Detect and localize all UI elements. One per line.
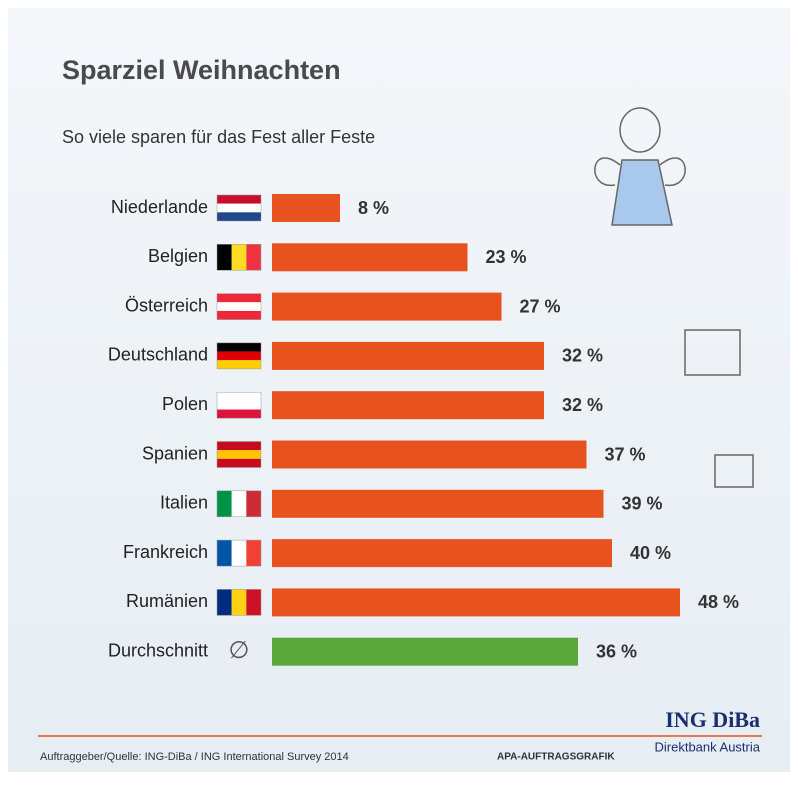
category-label: Durchschnitt: [108, 640, 208, 660]
bar: [272, 588, 680, 617]
flag-stripe: [231, 540, 247, 567]
bar: [272, 440, 587, 469]
category-label: Belgien: [148, 246, 208, 266]
bar: [272, 243, 468, 272]
flag-stripe: [217, 400, 261, 410]
value-label: 27 %: [520, 296, 561, 316]
value-label: 40 %: [630, 543, 671, 563]
bar: [272, 539, 612, 568]
flag-stripe: [231, 244, 247, 271]
flag-stripe: [217, 212, 261, 221]
flag-stripe: [217, 244, 232, 271]
category-label: Rumänien: [126, 591, 208, 611]
chart-title: Sparziel Weihnachten: [62, 55, 341, 85]
flag-stripe: [217, 302, 261, 311]
value-label: 48 %: [698, 592, 739, 612]
flag-stripe: [217, 490, 232, 517]
flag-border: [216, 441, 262, 468]
bar: [272, 292, 502, 321]
category-label: Österreich: [125, 295, 208, 315]
category-label: Polen: [162, 394, 208, 414]
brand-subtitle: Direktbank Austria: [655, 739, 761, 754]
category-label: Niederlande: [111, 197, 208, 217]
flag-stripe: [217, 540, 232, 567]
value-label: 8 %: [358, 198, 389, 218]
value-label: 37 %: [605, 444, 646, 464]
flag-stripe: [217, 441, 261, 451]
category-label: Deutschland: [108, 345, 208, 365]
flag-stripe: [217, 293, 261, 303]
flag-stripe: [246, 490, 261, 517]
flag-stripe: [246, 589, 261, 616]
value-label: 32 %: [562, 395, 603, 415]
value-label: 39 %: [622, 494, 663, 514]
flag-border: [216, 589, 262, 616]
flag-border: [216, 539, 262, 567]
value-label: 23 %: [486, 247, 527, 267]
flag-stripe: [217, 392, 261, 401]
bar: [272, 637, 578, 666]
value-label: 32 %: [562, 346, 603, 366]
flag-stripe: [246, 244, 261, 271]
value-label: 36 %: [596, 641, 637, 661]
flag-stripe: [217, 589, 232, 616]
flag-border: [216, 391, 262, 419]
flag-stripe: [217, 195, 261, 204]
brand: ING DiBa: [665, 707, 760, 732]
flag-border: [216, 342, 262, 370]
flag-border: [216, 293, 262, 320]
flag-border: [216, 244, 262, 271]
flag-border: [216, 490, 262, 518]
flag-stripe: [217, 450, 261, 459]
category-label: Italien: [160, 493, 208, 513]
credit: APA-AUFTRAGSGRAFIK: [497, 752, 615, 763]
bar: [272, 489, 604, 518]
bar: [272, 391, 544, 420]
flag-stripe: [246, 540, 261, 567]
flag-stripe: [217, 458, 261, 468]
category-label: Frankreich: [123, 542, 208, 562]
flag-border: [216, 194, 262, 222]
flag-stripe: [217, 351, 261, 361]
bar: [272, 194, 340, 222]
average-symbol: ∅: [229, 637, 250, 664]
flag-stripe: [231, 589, 247, 616]
flag-stripe: [217, 409, 261, 419]
chart-subtitle: So viele sparen für das Fest aller Feste: [62, 127, 375, 147]
flag-stripe: [217, 360, 261, 369]
bar: [272, 341, 544, 370]
category-label: Spanien: [142, 443, 208, 463]
flag-stripe: [217, 342, 261, 352]
source: Auftraggeber/Quelle: ING-DiBa / ING Inte…: [40, 751, 349, 763]
flag-stripe: [231, 490, 247, 517]
decoration: [594, 107, 754, 488]
flag-stripe: [217, 203, 261, 213]
flag-stripe: [217, 310, 261, 320]
